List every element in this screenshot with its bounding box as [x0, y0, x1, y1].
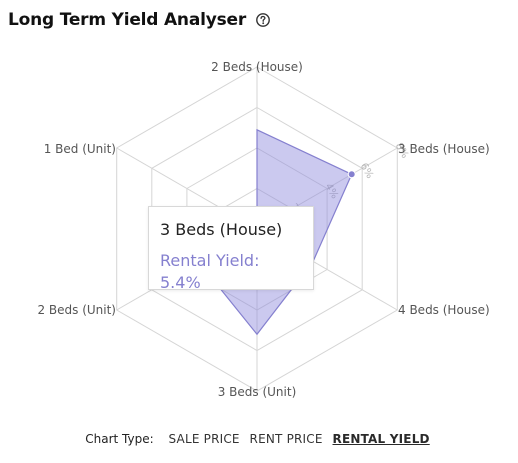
axis-label-1-bed-unit: 1 Bed (Unit) [44, 142, 116, 156]
sale-price-option[interactable]: SALE PRICE [168, 432, 240, 446]
help-icon[interactable] [255, 12, 271, 28]
tooltip-title: 3 Beds (House) [160, 220, 283, 239]
data-point-3-beds-house [347, 170, 356, 179]
axis-label-3-beds-house: 3 Beds (House) [398, 142, 490, 156]
tick-label-3: 6% [358, 161, 375, 180]
axis-label-2-beds-unit: 2 Beds (Unit) [37, 303, 116, 317]
rental-yield-option[interactable]: RENTAL YIELD [332, 432, 430, 446]
chart-type-label: Chart Type: [85, 432, 154, 446]
axis-label-3-beds-unit: 3 Beds (Unit) [218, 385, 297, 399]
page-title: Long Term Yield Analyser [8, 10, 247, 30]
chart-tooltip: 3 Beds (House) Rental Yield: 5.4% [148, 206, 314, 292]
axis-label-4-beds-house: 4 Beds (House) [398, 303, 490, 317]
axis-label-2-beds-house: 2 Beds (House) [211, 60, 303, 74]
header: Long Term Yield Analyser [8, 10, 271, 30]
chart-type-selector: Chart Type: SALE PRICE RENT PRICE RENTAL… [0, 432, 518, 446]
tooltip-value: Rental Yield: 5.4% [160, 251, 260, 292]
rent-price-option[interactable]: RENT PRICE [249, 432, 323, 446]
